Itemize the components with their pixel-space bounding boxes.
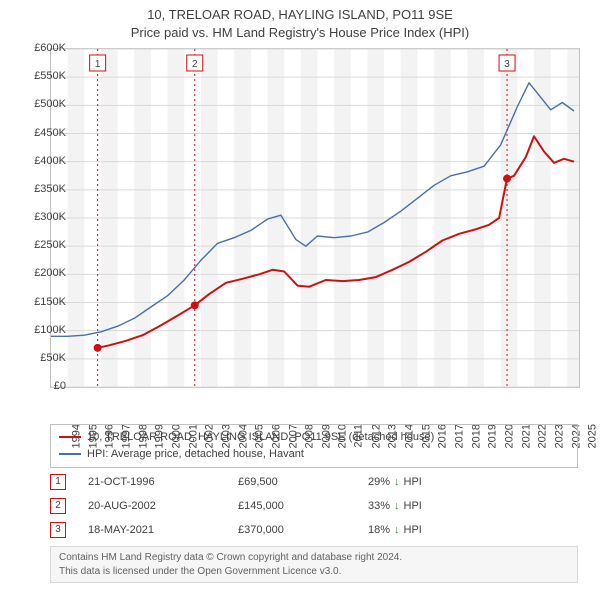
event-delta: 29%↓HPI: [368, 476, 422, 488]
y-tick-label: £250K: [34, 239, 66, 251]
legend-label-1: HPI: Average price, detached house, Hava…: [87, 446, 304, 463]
arrow-down-icon: ↓: [394, 476, 400, 488]
y-tick-label: £350K: [34, 183, 66, 195]
y-tick-label: £150K: [34, 296, 66, 308]
y-tick-label: £500K: [34, 98, 66, 110]
chart-svg: 1 2 3: [51, 49, 579, 387]
series-legend: 10, TRELOAR ROAD, HAYLING ISLAND, PO11 9…: [50, 424, 578, 468]
title-line-2: Price paid vs. HM Land Registry's House …: [0, 24, 600, 42]
y-tick-label: £550K: [34, 70, 66, 82]
legend-swatch-1: [59, 453, 81, 455]
legend-row-0: 10, TRELOAR ROAD, HAYLING ISLAND, PO11 9…: [59, 429, 569, 446]
attribution-footer: Contains HM Land Registry data © Crown c…: [50, 546, 578, 583]
svg-text:1: 1: [95, 59, 101, 70]
event-price: £370,000: [238, 524, 368, 536]
footer-line-1: Contains HM Land Registry data © Crown c…: [59, 551, 569, 565]
event-delta: 18%↓HPI: [368, 524, 422, 536]
footer-line-2: This data is licensed under the Open Gov…: [59, 565, 569, 579]
event-marker-box: 3: [50, 522, 66, 538]
title-line-1: 10, TRELOAR ROAD, HAYLING ISLAND, PO11 9…: [0, 6, 600, 24]
event-row: 1 21-OCT-1996£69,50029%↓HPI: [50, 470, 578, 494]
legend-label-0: 10, TRELOAR ROAD, HAYLING ISLAND, PO11 9…: [87, 429, 434, 446]
arrow-down-icon: ↓: [394, 524, 400, 536]
y-tick-label: £600K: [34, 42, 66, 54]
y-tick-label: £200K: [34, 267, 66, 279]
x-tick-label: 2025: [587, 424, 599, 448]
event-marker-box: 1: [50, 474, 66, 490]
legend-swatch-0: [59, 436, 81, 438]
event-date: 18-MAY-2021: [88, 524, 238, 536]
chart-plot-area: 1 2 3: [50, 48, 580, 388]
y-tick-label: £0: [54, 380, 66, 392]
event-date: 21-OCT-1996: [88, 476, 238, 488]
chart-title-block: 10, TRELOAR ROAD, HAYLING ISLAND, PO11 9…: [0, 0, 600, 41]
event-row: 3 18-MAY-2021£370,00018%↓HPI: [50, 518, 578, 542]
event-row: 2 20-AUG-2002£145,00033%↓HPI: [50, 494, 578, 518]
svg-text:2: 2: [192, 59, 198, 70]
event-delta: 33%↓HPI: [368, 500, 422, 512]
event-marker-box: 2: [50, 498, 66, 514]
events-table: 1 21-OCT-1996£69,50029%↓HPI 2 20-AUG-2002£1…: [50, 470, 578, 542]
event-price: £145,000: [238, 500, 368, 512]
arrow-down-icon: ↓: [394, 500, 400, 512]
legend-row-1: HPI: Average price, detached house, Hava…: [59, 446, 569, 463]
y-tick-label: £50K: [40, 352, 66, 364]
y-tick-label: £300K: [34, 211, 66, 223]
y-tick-label: £400K: [34, 155, 66, 167]
y-tick-label: £100K: [34, 324, 66, 336]
event-price: £69,500: [238, 476, 368, 488]
svg-text:3: 3: [504, 59, 510, 70]
event-date: 20-AUG-2002: [88, 500, 238, 512]
y-tick-label: £450K: [34, 127, 66, 139]
